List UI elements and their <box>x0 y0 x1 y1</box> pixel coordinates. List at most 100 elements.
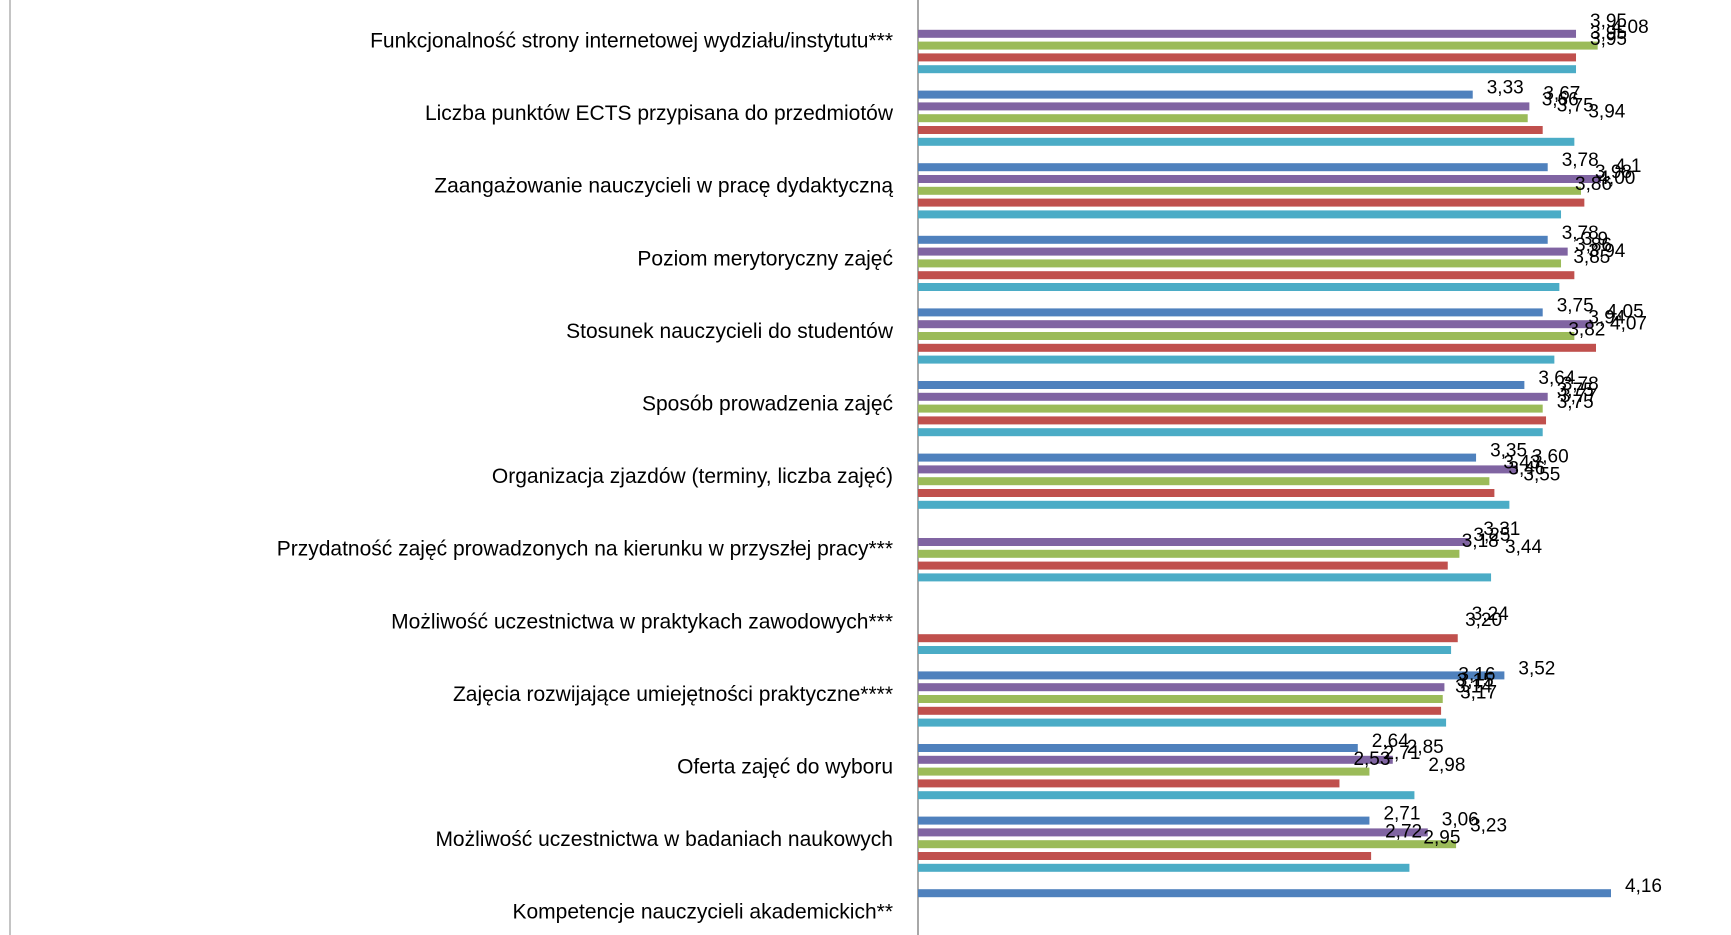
bar <box>918 247 1568 256</box>
bar-value-label: 4,05 <box>1607 301 1644 322</box>
bar-value-label: 3,86 <box>1575 235 1612 256</box>
bar-value-label: 3,25 <box>1473 525 1510 546</box>
bar <box>918 65 1577 74</box>
bar <box>918 695 1443 703</box>
category-label: Poziom merytoryczny zajęć <box>637 247 893 270</box>
bar <box>918 561 1448 570</box>
bar-value-label: 3,20 <box>1465 610 1502 631</box>
bar-value-label: 3,67 <box>1543 84 1580 105</box>
category-label: Oferta zajęć do wyboru <box>677 756 893 779</box>
bar-value-label: 4,07 <box>1610 313 1647 334</box>
bar <box>918 428 1543 437</box>
bar <box>918 283 1560 291</box>
bar <box>918 779 1340 788</box>
bar <box>918 767 1370 776</box>
bar <box>918 706 1442 715</box>
bar <box>918 271 1575 280</box>
bar <box>918 163 1548 172</box>
bar-value-label: 3,95 <box>1590 29 1627 50</box>
category-label: Funkcjonalność strony internetowej wydzi… <box>370 30 893 53</box>
bar <box>918 816 1370 825</box>
bar <box>918 175 1602 183</box>
bar-value-label: 3,24 <box>1472 604 1509 625</box>
bar-value-label: 3,35 <box>1490 441 1527 462</box>
bar-value-label: 3,31 <box>1483 519 1520 540</box>
bar-value-label: 2,98 <box>1428 755 1465 776</box>
bar <box>918 102 1530 111</box>
bar <box>918 718 1447 727</box>
bar-value-label: 2,85 <box>1407 737 1444 758</box>
bar-value-label: 2,71 <box>1383 743 1420 764</box>
bar <box>918 538 1470 546</box>
bar <box>918 137 1575 146</box>
bar <box>918 198 1585 207</box>
bar <box>918 114 1528 123</box>
bar-value-label: 4,16 <box>1625 876 1662 897</box>
bar <box>918 573 1492 582</box>
bar-value-label: 4,08 <box>1612 17 1649 38</box>
bar <box>918 646 1452 654</box>
bar <box>918 90 1473 99</box>
value-labels-layer: 3,954,083,953,953,33 3,673,663,753,943,78… <box>1353 11 1662 897</box>
bar <box>918 41 1598 50</box>
bar-value-label: 2,95 <box>1423 828 1460 849</box>
bar-value-label: 3,17 <box>1460 682 1497 703</box>
bar <box>918 489 1495 497</box>
bar <box>918 416 1547 425</box>
bar <box>918 840 1457 849</box>
bar <box>918 235 1548 244</box>
bar-value-label: 3,43 <box>1503 453 1540 474</box>
bar-value-label: 3,98 <box>1595 162 1632 183</box>
bar-value-label: 3,14 <box>1455 676 1492 697</box>
bar-value-label: 3,06 <box>1442 810 1479 831</box>
bar <box>918 453 1477 462</box>
bars-layer <box>918 29 1611 898</box>
bar-value-label: 3,33 <box>1487 78 1524 99</box>
bar <box>918 53 1577 62</box>
bar-value-label: 3,15 <box>1457 670 1494 691</box>
bar <box>918 791 1415 800</box>
bar-value-label: 3,94 <box>1588 241 1625 262</box>
bar <box>918 500 1510 509</box>
bar <box>918 308 1543 317</box>
bar-value-label: 3,95 <box>1590 23 1627 44</box>
bar <box>918 343 1597 352</box>
category-label: Przydatność zajęć prowadzonych na kierun… <box>277 538 893 561</box>
category-label: Sposób prowadzenia zajęć <box>642 393 893 416</box>
category-label: Zajęcia rozwijające umiejętności praktyc… <box>453 683 893 706</box>
bar-value-label: 3,78 <box>1562 374 1599 395</box>
bar-value-label: 3,75 <box>1557 96 1594 117</box>
bar <box>918 477 1490 486</box>
bar-value-label: 3,16 <box>1458 664 1495 685</box>
bar-value-label: 3,78 <box>1562 150 1599 171</box>
category-label: Liczba punktów ECTS przypisana do przedm… <box>425 102 894 125</box>
bar <box>918 259 1562 268</box>
bar-value-label: 2,72 <box>1385 822 1422 843</box>
bar <box>918 186 1582 195</box>
bar <box>918 29 1577 38</box>
bar-value-label: 3,86 <box>1575 174 1612 195</box>
bar <box>918 404 1543 413</box>
bar-value-label: 3,94 <box>1588 102 1625 123</box>
bar <box>918 863 1410 872</box>
bar-value-label: 3,55 <box>1523 465 1560 486</box>
bar-value-label: 3,75 <box>1557 392 1594 413</box>
bar-value-label: 3,94 <box>1588 307 1625 328</box>
bar <box>918 683 1445 692</box>
bar-value-label: 3,85 <box>1573 247 1610 268</box>
bar-value-label: 3,75 <box>1557 295 1594 316</box>
bar-value-label: 4,00 <box>1598 168 1635 189</box>
bar <box>918 465 1518 474</box>
bar <box>918 634 1458 643</box>
bar <box>918 332 1575 340</box>
category-label: Organizacja zjazdów (terminy, liczba zaj… <box>492 465 893 488</box>
bar <box>918 889 1611 898</box>
bar-value-label: 3,77 <box>1560 386 1597 407</box>
bar-value-label: 3,64 <box>1538 368 1575 389</box>
bar <box>918 828 1428 837</box>
bar-value-label: 2,64 <box>1372 731 1409 752</box>
bar <box>918 744 1358 752</box>
bar-value-label: 3,66 <box>1542 90 1579 111</box>
category-label: Stosunek nauczycieli do studentów <box>566 320 894 343</box>
bar-value-label: 2,53 <box>1353 749 1390 770</box>
